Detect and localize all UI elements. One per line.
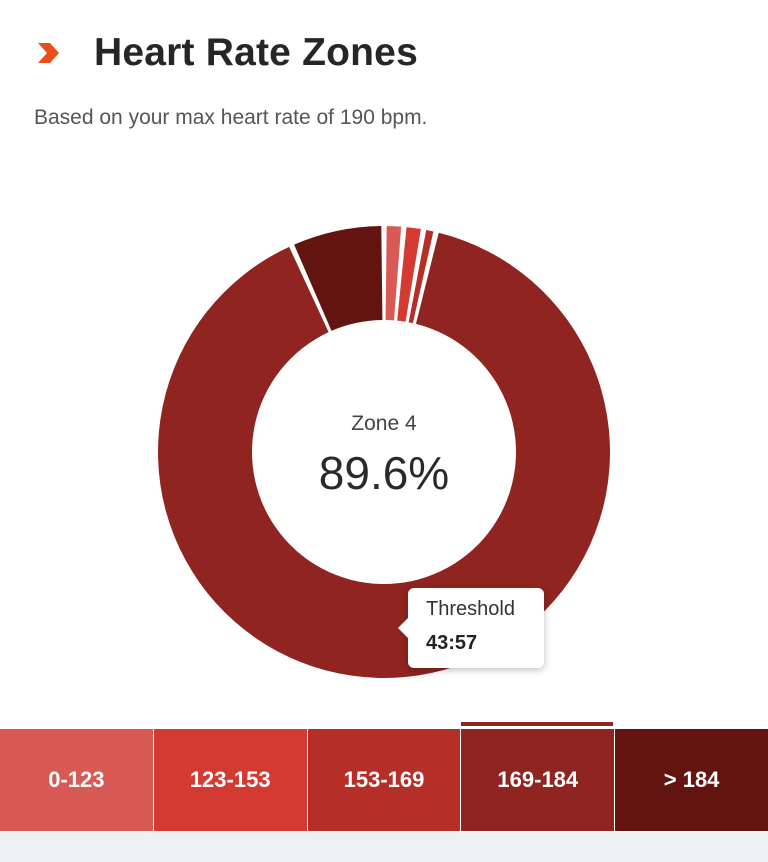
chevron-right-icon[interactable]: [36, 41, 60, 65]
donut-slice-123-153[interactable]: [397, 227, 421, 322]
center-zone-label: Zone 4: [351, 412, 417, 435]
bottom-divider: [0, 832, 768, 862]
zone-tooltip: Threshold 43:57: [398, 588, 544, 668]
zone-label: 169-184: [497, 767, 579, 792]
zone-button-5[interactable]: > 184: [615, 729, 768, 831]
center-zone-value: 89.6%: [318, 447, 450, 499]
zone-label: 0-123: [48, 767, 105, 792]
donut-svg: [157, 226, 610, 678]
tooltip-zone-name: Threshold: [426, 598, 515, 620]
donut-slice-169-184[interactable]: [157, 232, 610, 678]
zone-label: 153-169: [343, 767, 425, 792]
subtitle: Based on your max heart rate of 190 bpm.: [34, 106, 428, 129]
zone-button-2[interactable]: 123-153: [153, 729, 308, 831]
zone-button-1[interactable]: 0-123: [0, 729, 154, 831]
donut-slice-0-123[interactable]: [385, 226, 402, 321]
tooltip-zone-time: 43:57: [426, 632, 478, 654]
selected-zone-indicator: [461, 722, 613, 726]
section-header: Heart Rate Zones: [36, 28, 418, 78]
zone-button-3[interactable]: 153-169: [307, 729, 462, 831]
zone-legend: 0-123 123-153 153-169 169-184 > 184: [0, 729, 768, 831]
donut-chart: [0, 200, 768, 700]
page-title: Heart Rate Zones: [94, 31, 418, 74]
zone-button-4[interactable]: 169-184: [461, 729, 616, 831]
zone-label: > 184: [663, 767, 720, 792]
donut-slice-> 184[interactable]: [294, 226, 383, 331]
zone-label: 123-153: [189, 767, 271, 792]
donut-slice-153-169[interactable]: [408, 229, 434, 324]
